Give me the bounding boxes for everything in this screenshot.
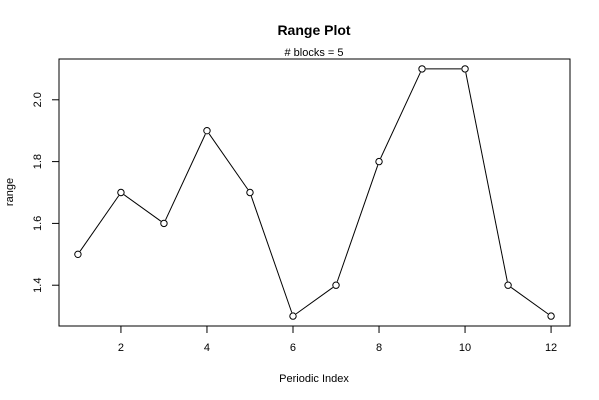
data-point xyxy=(246,188,254,197)
line-segment xyxy=(510,287,549,315)
x-axis-label: Periodic Index xyxy=(279,373,349,385)
y-axis-label: range xyxy=(4,178,16,206)
data-point xyxy=(504,281,512,289)
data-point xyxy=(74,250,82,259)
data-point xyxy=(160,219,168,228)
y-tick-label: 1.8 xyxy=(32,154,44,169)
chart-title: Range Plot xyxy=(277,22,350,38)
data-point xyxy=(461,65,469,73)
line-segment xyxy=(123,194,162,222)
line-segment xyxy=(165,133,206,221)
plot-frame xyxy=(58,58,571,327)
x-axis: 2 4 6 8 10 12 xyxy=(118,325,557,354)
data-point xyxy=(117,188,125,197)
line-segment xyxy=(250,195,293,313)
x-tick-label: 12 xyxy=(545,342,557,354)
x-tick-label: 4 xyxy=(204,342,210,354)
line-segment xyxy=(295,287,334,315)
data-series xyxy=(74,65,555,320)
chart-subtitle: # blocks = 5 xyxy=(284,47,343,59)
data-point xyxy=(375,157,383,166)
data-point xyxy=(418,65,426,73)
line-segment xyxy=(336,165,379,282)
line-segment xyxy=(380,72,421,159)
x-tick-label: 6 xyxy=(290,342,296,354)
x-tick-label: 2 xyxy=(118,342,124,354)
x-tick-label: 8 xyxy=(376,342,382,354)
data-point xyxy=(332,281,340,289)
line-segment xyxy=(465,72,508,282)
data-point xyxy=(203,126,211,135)
line-segment xyxy=(208,133,249,190)
line-segment xyxy=(79,195,120,252)
y-tick-label: 1.4 xyxy=(32,278,44,293)
y-tick-label: 2.0 xyxy=(32,92,44,107)
y-tick-label: 1.6 xyxy=(32,216,44,231)
x-tick-label: 10 xyxy=(459,342,471,354)
y-axis: 1.4 1.6 1.8 2.0 xyxy=(32,92,60,293)
data-point xyxy=(547,312,555,320)
data-point xyxy=(289,312,297,320)
